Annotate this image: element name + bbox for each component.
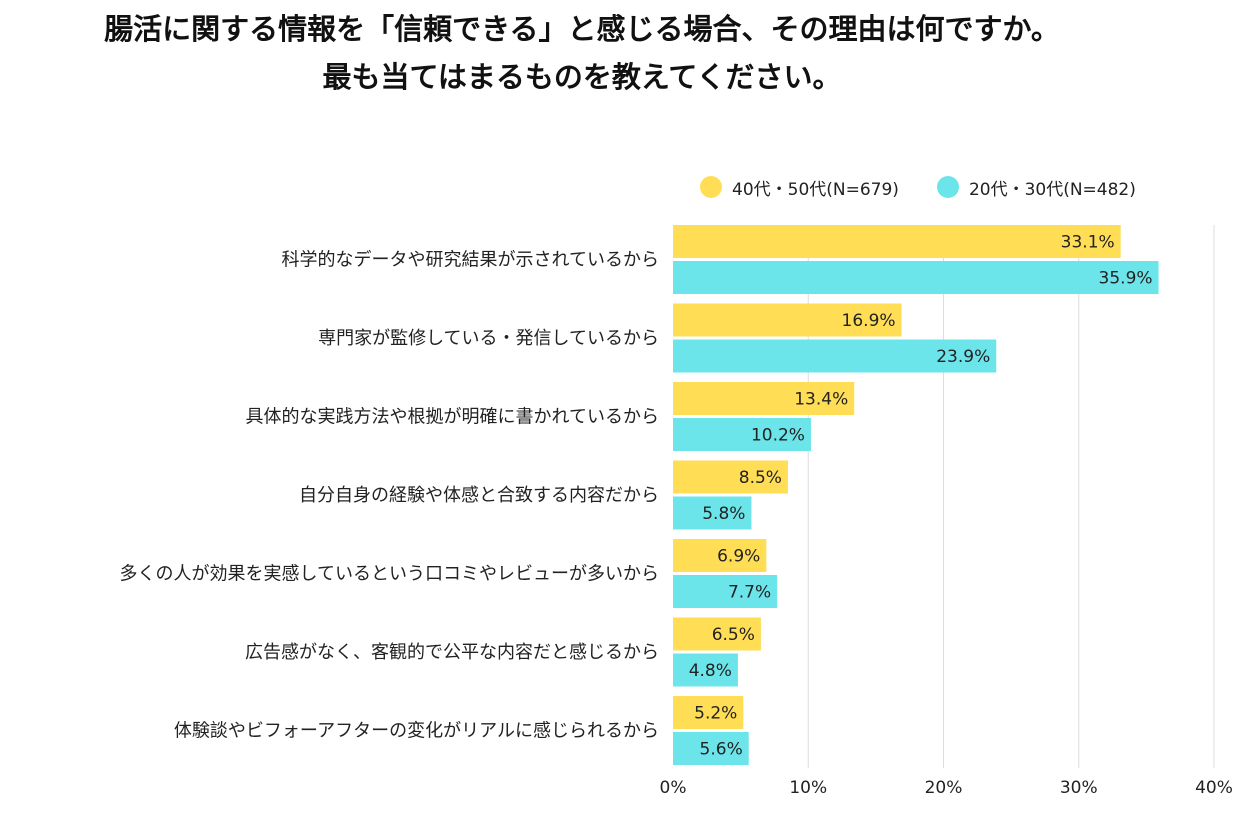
x-tick-label: 30% xyxy=(1060,778,1098,798)
category-label: 体験談やビフォーアフターの変化がリアルに感じられるから xyxy=(174,721,659,742)
bar-s1 xyxy=(673,617,761,651)
legend-label-series2: 20代・30代(N=482) xyxy=(968,179,1136,200)
legend-swatch-series1 xyxy=(700,176,722,198)
legend: 40代・50代(N=679) 20代・30代(N=482) xyxy=(700,172,1136,202)
category-label: 多くの人が効果を実感しているという口コミやレビューが多いから xyxy=(120,564,659,585)
legend-item-series1: 40代・50代(N=679) xyxy=(700,175,899,200)
category-label: 科学的なデータや研究結果が示されているから xyxy=(282,250,659,271)
legend-item-series2: 20代・30代(N=482) xyxy=(936,175,1136,200)
data-label-s1: 5.2% xyxy=(694,704,737,724)
bar-s1 xyxy=(673,539,767,572)
data-label-s1: 8.5% xyxy=(739,468,782,488)
bar-s2 xyxy=(673,575,778,608)
x-tick-label: 0% xyxy=(660,778,687,798)
data-label-s2: 10.2% xyxy=(751,426,805,446)
data-label-s2: 23.9% xyxy=(936,347,990,367)
data-label-s2: 35.9% xyxy=(1099,269,1153,289)
x-tick-label: 10% xyxy=(789,778,827,798)
bar-s2 xyxy=(673,732,749,765)
legend-swatch-series2 xyxy=(936,176,959,198)
data-label-s1: 6.5% xyxy=(712,625,755,645)
bar-s1 xyxy=(673,382,855,415)
bar-s2 xyxy=(673,496,752,530)
category-label: 自分自身の経験や体感と合致する内容だから xyxy=(299,485,659,506)
bar-s2 xyxy=(673,653,738,687)
bar-s2 xyxy=(673,339,997,373)
chart-title-line1: 腸活に関する情報を「信頼できる」と感じる場合、その理由は何ですか。 xyxy=(104,12,1060,46)
bar-s1 xyxy=(673,460,788,494)
chart-title-line2: 最も当てはまるものを教えてください。 xyxy=(322,60,842,94)
bar-s2 xyxy=(673,261,1159,294)
data-label-s1: 6.9% xyxy=(717,547,760,567)
data-label-s1: 13.4% xyxy=(794,390,848,410)
category-label: 広告感がなく、客観的で公平な内容だと感じるから xyxy=(245,642,659,663)
data-label-s1: 33.1% xyxy=(1061,233,1115,253)
data-label-s2: 7.7% xyxy=(728,583,771,603)
category-label: 具体的な実践方法や根拠が明確に書かれているから xyxy=(246,407,659,428)
data-label-s1: 16.9% xyxy=(842,311,896,331)
bar-s1 xyxy=(673,696,744,729)
data-label-s2: 5.8% xyxy=(702,504,745,524)
bar-s1 xyxy=(673,303,902,337)
legend-label-series1: 40代・50代(N=679) xyxy=(732,179,899,200)
x-tick-label: 40% xyxy=(1195,778,1233,798)
data-label-s2: 5.6% xyxy=(700,740,743,760)
category-label: 専門家が監修している・発信しているから xyxy=(318,328,659,349)
data-label-s2: 4.8% xyxy=(689,661,732,681)
x-tick-label: 20% xyxy=(925,778,963,798)
bar-s1 xyxy=(673,225,1121,258)
bar-s2 xyxy=(673,418,811,451)
